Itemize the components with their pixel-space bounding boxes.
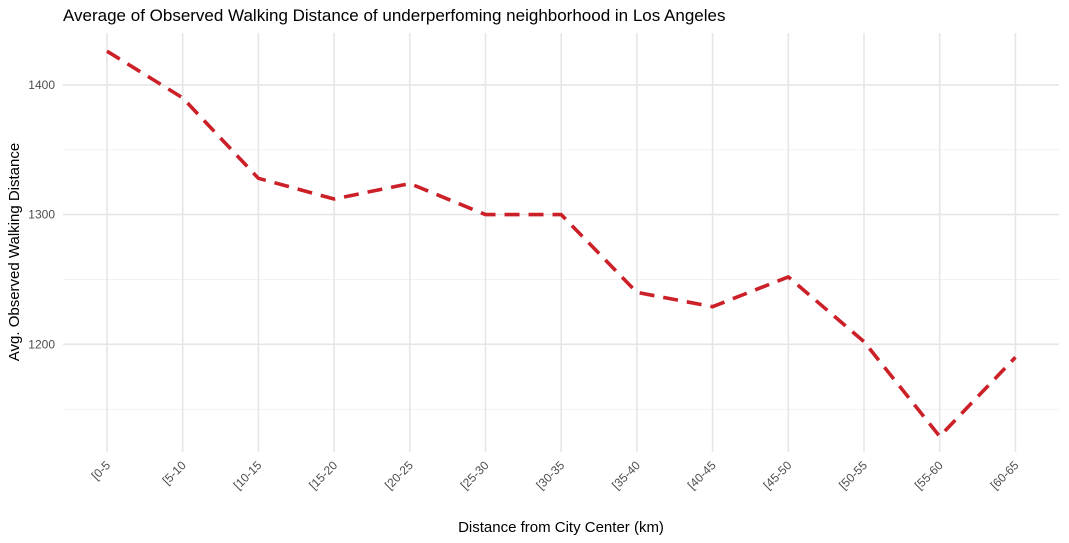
x-tick-label: [0-5 xyxy=(89,458,114,483)
y-axis-title: Avg. Observed Walking Distance xyxy=(6,143,23,361)
x-tick-label: [40-45 xyxy=(685,458,719,492)
y-tick-label: 1200 xyxy=(28,337,55,351)
grid-lines xyxy=(63,33,1059,452)
x-tick-label: [60-65 xyxy=(988,458,1022,492)
y-tick-label: 1400 xyxy=(28,78,55,92)
x-tick-label: [35-40 xyxy=(609,458,643,492)
x-tick-label: [20-25 xyxy=(382,458,416,492)
x-tick-label: [50-55 xyxy=(836,458,870,492)
x-tick-label: [45-50 xyxy=(760,458,794,492)
x-tick-label: [55-60 xyxy=(912,458,946,492)
x-tick-label: [30-35 xyxy=(533,458,567,492)
x-axis-ticks: [0-5 [5-10 [10-15 [15-20 [20-25 [25-30 [30-35 [… xyxy=(89,458,1022,492)
series-line xyxy=(106,49,1017,439)
x-tick-label: [10-15 xyxy=(231,458,265,492)
x-axis-title: Distance from City Center (km) xyxy=(458,519,664,536)
y-tick-label: 1300 xyxy=(28,208,55,222)
chart-title: Average of Observed Walking Distance of … xyxy=(63,6,725,25)
y-axis-ticks: 1200 1300 1400 xyxy=(28,78,55,351)
x-tick-label: [15-20 xyxy=(306,458,340,492)
x-tick-label: [5-10 xyxy=(160,458,189,487)
x-tick-label: [25-30 xyxy=(458,458,492,492)
